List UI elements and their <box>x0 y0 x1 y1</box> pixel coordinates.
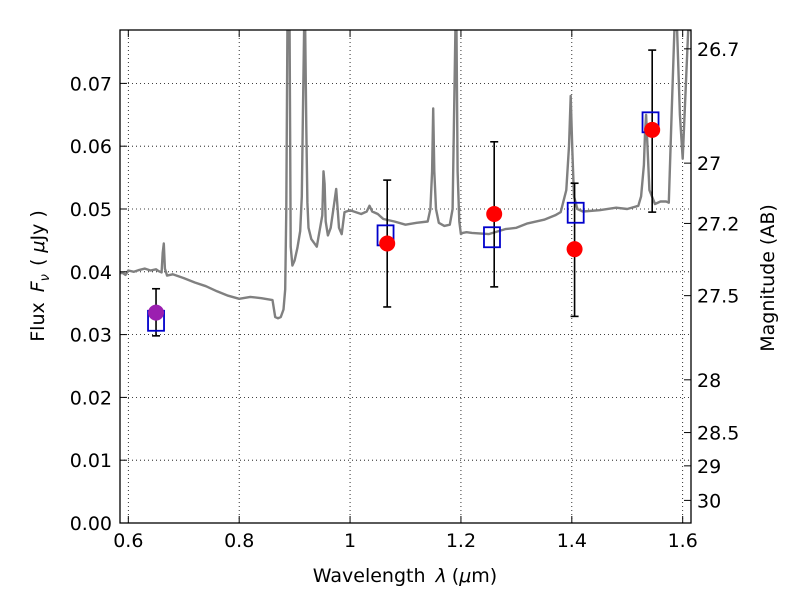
x-tick-label: 1.2 <box>446 530 476 552</box>
y-tick-label: 0.07 <box>70 73 112 95</box>
y-tick-label: 0.05 <box>70 199 112 221</box>
observed-photometry-layer <box>148 121 661 321</box>
observed-point <box>148 304 165 321</box>
y-tick-label: 0.06 <box>70 136 112 158</box>
right-tick-label: 27 <box>697 153 721 175</box>
x-tick-label: 0.6 <box>113 530 143 552</box>
right-tick-label: 30 <box>697 490 721 512</box>
right-axis-ticks: 26.7 27 27.2 27.5 28 28.5 29 30 <box>684 39 739 512</box>
x-axis-label: Wavelength λ (μm) <box>313 565 497 587</box>
model-photometry-point <box>483 226 501 249</box>
observed-point <box>644 121 661 138</box>
right-tick-label: 28 <box>697 370 721 392</box>
model-photometry-layer <box>147 111 660 332</box>
x-tick-label: 0.8 <box>224 530 254 552</box>
observed-point <box>486 206 503 223</box>
right-axis-label: Magnitude (AB) <box>757 204 779 352</box>
x-tick-label: 1.4 <box>557 530 587 552</box>
model-spectrum-line <box>120 30 691 320</box>
y-tick-label: 0.01 <box>70 450 112 472</box>
y-tick-label: 0.00 <box>70 513 112 535</box>
y-axis-label: FluxFν(μJy) <box>27 210 53 342</box>
x-tick-label: 1 <box>344 530 356 552</box>
x-axis-ticks: 0.6 0.8 1 1.2 1.4 1.6 <box>113 30 698 552</box>
x-tick-label: 1.6 <box>668 530 698 552</box>
right-tick-label: 27.2 <box>697 213 739 235</box>
y-tick-label: 0.04 <box>70 262 112 284</box>
error-bar-layer <box>152 49 657 337</box>
model-spectrum-layer <box>120 30 691 320</box>
observed-point <box>566 241 583 258</box>
right-tick-label: 29 <box>697 456 721 478</box>
plot-frame <box>119 29 692 524</box>
right-tick-label: 28.5 <box>697 423 739 445</box>
right-tick-label: 27.5 <box>697 286 739 308</box>
y-tick-label: 0.02 <box>70 387 112 409</box>
right-tick-label: 26.7 <box>697 39 739 61</box>
grid <box>120 30 691 524</box>
y-tick-label: 0.03 <box>70 325 112 347</box>
observed-point <box>379 235 396 252</box>
y-axis-ticks: 0.00 0.01 0.02 0.03 0.04 0.05 0.06 0.07 <box>70 73 127 535</box>
model-photometry-point <box>566 201 585 224</box>
